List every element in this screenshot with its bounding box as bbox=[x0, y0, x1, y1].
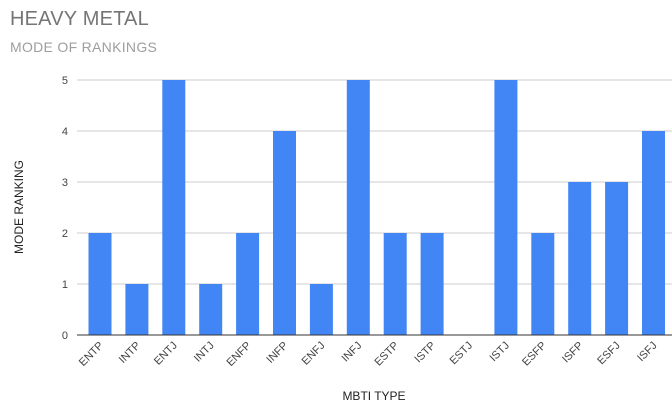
x-tick-label: ENTP bbox=[77, 340, 106, 369]
x-tick-label: ENFP bbox=[224, 340, 253, 369]
bar-esfp bbox=[531, 233, 555, 335]
bars bbox=[88, 80, 665, 335]
y-tick-label: 1 bbox=[62, 279, 68, 291]
x-tick-label: INTJ bbox=[192, 340, 217, 365]
x-tick-label: ISTJ bbox=[488, 340, 512, 364]
x-tick-label: INFJ bbox=[340, 340, 365, 365]
bar-infp bbox=[273, 131, 296, 335]
x-axis-title: MBTI TYPE bbox=[342, 389, 406, 403]
bar-isfp bbox=[568, 182, 592, 335]
x-tick-label: INTP bbox=[117, 340, 143, 366]
x-tick-label: ENTJ bbox=[152, 340, 180, 368]
bar-enfj bbox=[309, 284, 333, 335]
bar-istj bbox=[494, 80, 518, 335]
x-tick-label: ENFJ bbox=[300, 340, 328, 368]
bar-entp bbox=[88, 233, 112, 335]
x-tick-label: ESFJ bbox=[595, 340, 623, 368]
chart-subtitle: MODE OF RANKINGS bbox=[10, 39, 158, 55]
x-tick-label: ISFP bbox=[560, 340, 586, 366]
chart-title: HEAVY METAL bbox=[10, 8, 149, 30]
x-tick-label: ESTP bbox=[373, 340, 402, 369]
bar-esfj bbox=[605, 182, 629, 335]
bar-enfp bbox=[236, 233, 260, 335]
y-tick-label: 0 bbox=[62, 330, 68, 342]
y-tick-label: 3 bbox=[62, 177, 68, 189]
bar-intp bbox=[125, 284, 149, 335]
x-tick-label: ESTJ bbox=[448, 340, 476, 368]
y-tick-label: 5 bbox=[62, 75, 68, 87]
bar-entj bbox=[162, 80, 186, 335]
bar-istp bbox=[420, 233, 444, 335]
x-tick-label: ESFP bbox=[520, 340, 549, 369]
x-tick-label: INFP bbox=[264, 340, 290, 366]
bar-intj bbox=[199, 284, 223, 335]
bar-estp bbox=[383, 233, 407, 335]
y-tick-label: 2 bbox=[62, 228, 68, 240]
x-tick-label: ISTP bbox=[412, 340, 438, 366]
y-tick-label: 4 bbox=[62, 126, 68, 138]
bar-isfj bbox=[642, 131, 665, 335]
y-tick-labels: 0 1 2 3 4 5 bbox=[62, 75, 68, 342]
x-tick-label: ISFJ bbox=[635, 340, 659, 364]
x-tick-labels: ENTP INTP ENTJ INTJ ENFP INFP ENFJ INFJ ESTP ISTP… bbox=[77, 340, 660, 369]
bar-infj bbox=[346, 80, 370, 335]
